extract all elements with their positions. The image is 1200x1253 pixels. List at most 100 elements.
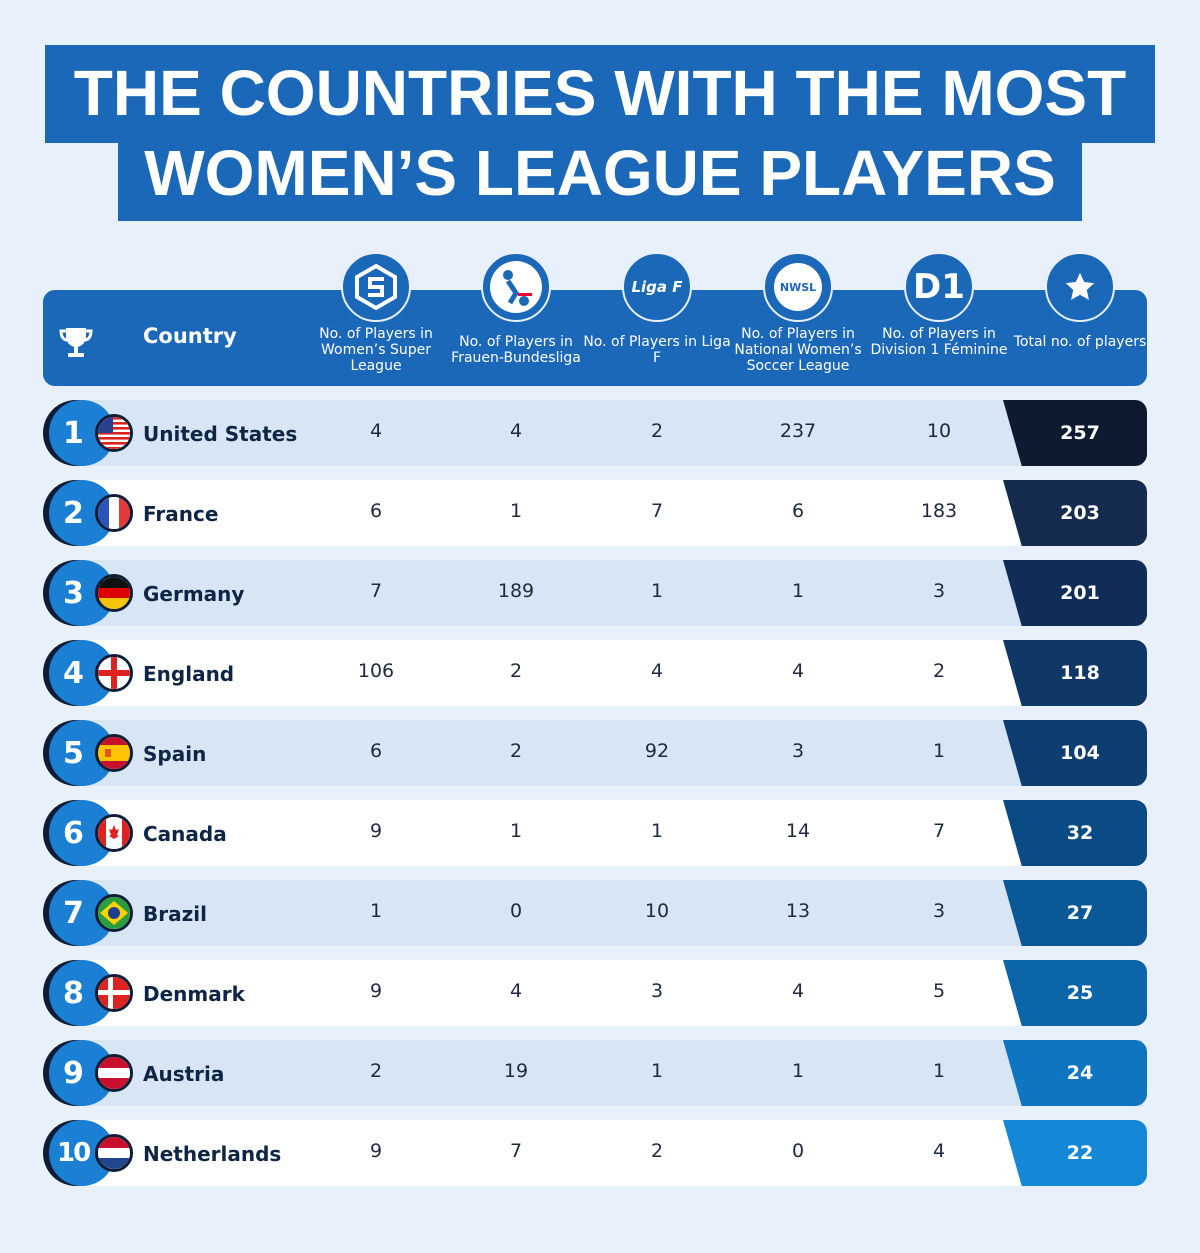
logo-text: Liga F — [631, 278, 683, 296]
total-cell: 32 — [1003, 800, 1147, 866]
table-cell: 4 — [932, 1140, 946, 1162]
table-cell: 1 — [650, 580, 664, 602]
canada-flag-icon — [95, 814, 133, 852]
row-background — [73, 400, 1143, 466]
table-cell: 6 — [791, 500, 805, 522]
country-name: Denmark — [143, 982, 245, 1006]
table-cell: 14 — [785, 820, 811, 842]
nwsl-logo-icon: NWSL — [763, 252, 833, 322]
brazil-flag-icon — [95, 894, 133, 932]
column-header: No. of Players in Liga F — [583, 334, 731, 366]
country-name: Spain — [143, 742, 207, 766]
table-cell: 0 — [509, 900, 523, 922]
table-cell: 2 — [369, 1060, 383, 1082]
table-cell: 6 — [369, 740, 383, 762]
table-cell: 2 — [509, 660, 523, 682]
table-cell: 1 — [509, 820, 523, 842]
column-header: No. of Players in National Women’s Socce… — [734, 326, 862, 374]
rank-badge: 3 — [49, 560, 115, 626]
table-row: 1 United States 4 4 2 237 10 257 — [43, 400, 1147, 466]
row-background — [73, 960, 1143, 1026]
table-row: 8 Denmark 9 4 3 4 5 25 — [43, 960, 1147, 1026]
rank-badge: 6 — [49, 800, 115, 866]
table-row: 2 France 6 1 7 6 183 203 — [43, 480, 1147, 546]
page-title-line-2: WOMEN’S LEAGUE PLAYERS — [118, 141, 1082, 221]
country-name: Canada — [143, 822, 227, 846]
country-name: Netherlands — [143, 1142, 282, 1166]
table-cell: 3 — [932, 900, 946, 922]
table-cell: 4 — [650, 660, 664, 682]
table-cell: 19 — [503, 1060, 529, 1082]
table-cell: 4 — [509, 420, 523, 442]
star-icon — [1045, 252, 1115, 322]
table-row: 6 Canada 9 1 1 14 7 32 — [43, 800, 1147, 866]
table-cell: 4 — [791, 980, 805, 1002]
spain-flag-icon — [95, 734, 133, 772]
table-cell: 13 — [785, 900, 811, 922]
row-background — [73, 1120, 1143, 1186]
table-cell: 4 — [369, 420, 383, 442]
trophy-icon — [59, 328, 93, 357]
table-cell: 7 — [932, 820, 946, 842]
table-row: 5 Spain 6 2 92 3 1 104 — [43, 720, 1147, 786]
table-cell: 2 — [650, 1140, 664, 1162]
row-background — [73, 560, 1143, 626]
total-cell: 22 — [1003, 1120, 1147, 1186]
column-header: No. of Players in Women’s Super League — [319, 326, 433, 374]
table-cell: 2 — [650, 420, 664, 442]
total-cell: 257 — [1003, 400, 1147, 466]
table-cell: 2 — [932, 660, 946, 682]
table-cell: 1 — [932, 740, 946, 762]
table-cell: 1 — [791, 580, 805, 602]
table-cell: 92 — [644, 740, 670, 762]
logo-text: D1 — [913, 267, 965, 307]
total-cell: 24 — [1003, 1040, 1147, 1106]
country-name: United States — [143, 422, 298, 446]
table-cell: 1 — [650, 820, 664, 842]
table-cell: 4 — [509, 980, 523, 1002]
country-name: Austria — [143, 1062, 225, 1086]
table-cell: 0 — [791, 1140, 805, 1162]
country-name: Brazil — [143, 902, 207, 926]
table-cell: 9 — [369, 820, 383, 842]
table-cell: 2 — [509, 740, 523, 762]
table-cell: 1 — [369, 900, 383, 922]
table-row: 4 England 106 2 4 4 2 118 — [43, 640, 1147, 706]
table-cell: 1 — [791, 1060, 805, 1082]
liga-f-logo-icon: Liga F — [622, 252, 692, 322]
table-cell: 9 — [369, 1140, 383, 1162]
table-cell: 10 — [644, 900, 670, 922]
austria-flag-icon — [95, 1054, 133, 1092]
column-header: No. of Players in Frauen-Bundesliga — [451, 334, 581, 366]
table-cell: 10 — [926, 420, 952, 442]
table-cell: 9 — [369, 980, 383, 1002]
us-flag-icon — [95, 414, 133, 452]
table-cell: 7 — [369, 580, 383, 602]
table-cell: 106 — [357, 660, 395, 682]
row-background — [73, 480, 1143, 546]
page-title-line-1: THE COUNTRIES WITH THE MOST — [45, 45, 1155, 143]
total-cell: 25 — [1003, 960, 1147, 1026]
table-cell: 7 — [509, 1140, 523, 1162]
column-header: Total no. of players — [1013, 334, 1147, 350]
table-cell: 7 — [650, 500, 664, 522]
table-cell: 1 — [509, 500, 523, 522]
table-cell: 1 — [932, 1060, 946, 1082]
row-background — [73, 880, 1143, 946]
country-name: France — [143, 502, 219, 526]
table-cell: 3 — [932, 580, 946, 602]
table-cell: 5 — [932, 980, 946, 1002]
column-header: No. of Players in Division 1 Féminine — [870, 326, 1008, 358]
total-cell: 203 — [1003, 480, 1147, 546]
wsl-logo-icon — [341, 252, 411, 322]
england-flag-icon — [95, 654, 133, 692]
france-flag-icon — [95, 494, 133, 532]
row-background — [73, 720, 1143, 786]
table-cell: 1 — [650, 1060, 664, 1082]
logo-text: NWSL — [779, 280, 817, 294]
table-cell: 3 — [791, 740, 805, 762]
country-name: Germany — [143, 582, 245, 606]
table-cell: 189 — [497, 580, 535, 602]
table-cell: 4 — [791, 660, 805, 682]
total-cell: 27 — [1003, 880, 1147, 946]
